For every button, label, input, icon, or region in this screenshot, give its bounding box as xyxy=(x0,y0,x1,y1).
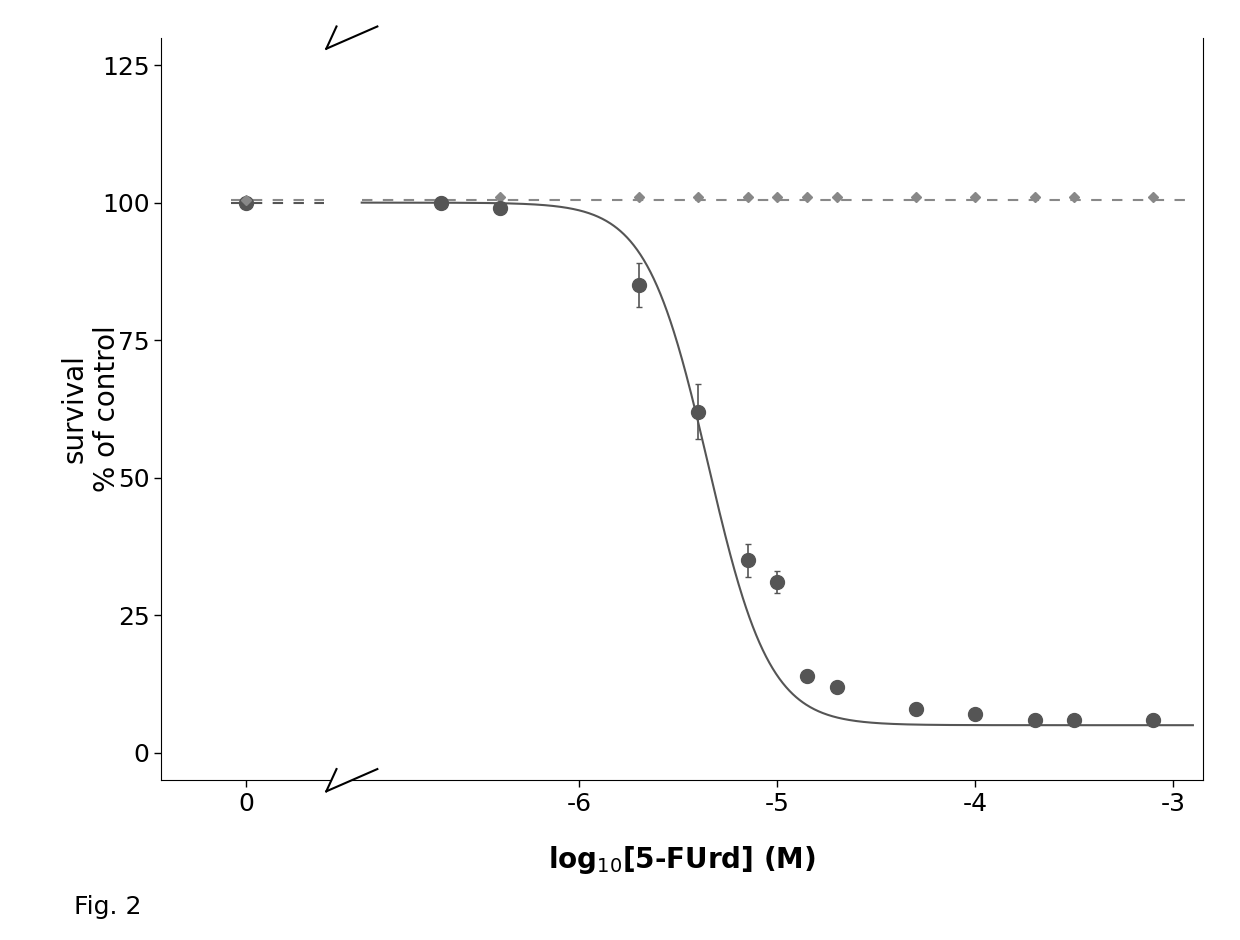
Text: Fig. 2: Fig. 2 xyxy=(74,895,141,919)
Text: log$_{10}$[5-FUrd] (M): log$_{10}$[5-FUrd] (M) xyxy=(548,844,816,876)
Y-axis label: survival
% of control: survival % of control xyxy=(61,325,120,493)
